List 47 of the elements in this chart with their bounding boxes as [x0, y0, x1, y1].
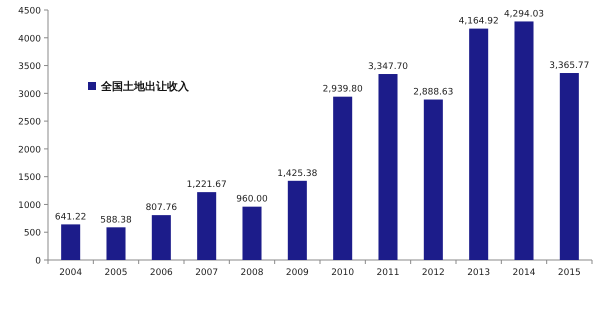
x-tick-label: 2011	[376, 268, 400, 278]
bar	[152, 215, 171, 260]
data-label: 3,365.77	[549, 61, 590, 72]
bar	[333, 96, 352, 260]
data-label: 1,425.38	[277, 168, 318, 179]
y-tick-label: 0	[35, 256, 42, 266]
y-tick-label: 2500	[18, 118, 42, 128]
data-label: 641.22	[54, 212, 86, 222]
data-label: 4,164.92	[458, 16, 499, 27]
bar	[514, 21, 534, 260]
bar	[106, 227, 126, 260]
x-tick-label: 2006	[150, 268, 174, 278]
bar	[469, 28, 488, 260]
data-label: 3,347.70	[368, 62, 408, 72]
x-tick-label: 2005	[104, 268, 128, 278]
data-label: 960.00	[236, 194, 268, 205]
x-tick-label: 2009	[286, 268, 310, 278]
x-tick-label: 2008	[240, 268, 264, 278]
x-tick-label: 2007	[195, 268, 218, 278]
y-tick-label: 3000	[18, 90, 42, 100]
bar	[424, 100, 443, 260]
bar	[197, 192, 216, 260]
data-label: 4,294.03	[504, 9, 544, 20]
y-tick-label: 500	[24, 228, 42, 239]
y-tick-label: 3500	[18, 62, 42, 72]
y-tick-label: 4500	[18, 6, 42, 16]
y-tick-label: 1500	[18, 173, 42, 184]
x-tick-label: 2013	[467, 268, 490, 278]
x-tick-label: 2014	[512, 268, 536, 278]
x-tick-label: 2012	[422, 268, 445, 278]
y-tick-label: 1000	[18, 200, 42, 211]
x-tick-label: 2015	[558, 268, 581, 278]
data-label: 1,221.67	[186, 180, 227, 190]
legend-label: 全国土地出让收入	[100, 80, 190, 93]
x-tick-label: 2010	[331, 268, 354, 278]
bar	[242, 206, 262, 260]
y-tick-label: 2000	[18, 145, 42, 156]
data-label: 807.76	[146, 203, 178, 214]
y-tick-label: 4000	[18, 34, 42, 44]
bar	[288, 180, 307, 260]
bar	[560, 73, 579, 260]
bar	[61, 224, 80, 260]
data-label: 588.38	[100, 215, 132, 226]
data-label: 2,888.63	[413, 88, 454, 98]
data-label: 2,939.80	[322, 84, 363, 95]
x-tick-label: 2004	[59, 268, 82, 278]
bar	[378, 74, 398, 260]
